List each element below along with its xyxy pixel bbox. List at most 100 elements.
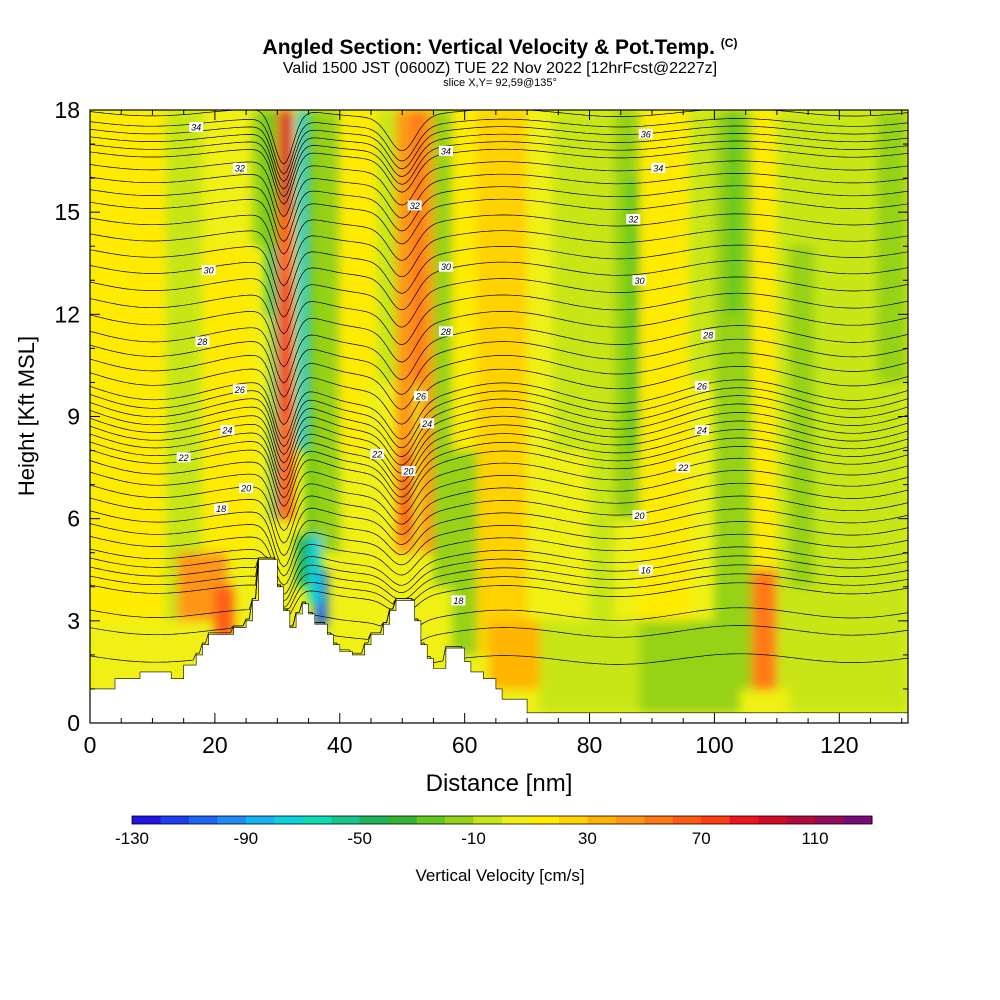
- theta-contour-line: [90, 133, 908, 190]
- contour-label-text: 28: [440, 327, 451, 337]
- theta-contour-line: [90, 521, 908, 577]
- theta-contour-line: [90, 325, 908, 384]
- theta-contour-line: [90, 352, 908, 412]
- colorbar-tick-label: -130: [115, 829, 149, 848]
- velocity-cell: [283, 280, 290, 417]
- velocity-cell: [433, 110, 453, 587]
- colorbar-swatch: [786, 816, 816, 824]
- velocity-cell: [789, 620, 908, 713]
- theta-contour-line: [90, 429, 908, 490]
- velocity-cell: [414, 110, 421, 383]
- velocity-cell: [402, 450, 409, 536]
- terrain: [90, 559, 908, 723]
- colorbar-tick-label: -50: [347, 829, 372, 848]
- contour-label-box: [232, 384, 247, 395]
- contour-label-box: [694, 425, 709, 436]
- contour-label-text: 34: [191, 123, 201, 133]
- contour-label: 24: [420, 418, 435, 429]
- chart-title-text: Angled Section: Vertical Velocity & Pot.…: [262, 36, 715, 59]
- contour-label-text: 26: [234, 385, 245, 395]
- contour-label-box: [651, 162, 666, 173]
- velocity-field: [90, 110, 908, 723]
- y-tick-label: 18: [54, 97, 80, 123]
- theta-contour-line: [90, 366, 908, 426]
- colorbar-swatch: [445, 816, 475, 824]
- y-tick-label: 9: [67, 404, 80, 430]
- colorbar-swatch: [672, 816, 702, 824]
- contour-label-text: 22: [178, 453, 189, 463]
- velocity-cell: [395, 110, 415, 553]
- contour-label: 32: [407, 200, 422, 211]
- contour-label: 28: [438, 326, 453, 337]
- theta-contour-line: [90, 557, 908, 665]
- contour-label: 34: [651, 162, 666, 173]
- theta-contour-line: [90, 437, 908, 499]
- contour-label: 20: [632, 510, 647, 521]
- colorbar: -130 -90 -50 -10 30 70 110: [115, 815, 873, 848]
- velocity-cell: [589, 110, 615, 655]
- contour-label-box: [420, 418, 435, 429]
- colorbar-swatch: [558, 816, 588, 824]
- theta-contour-line: [90, 276, 908, 335]
- contour-label-box: [438, 145, 453, 156]
- contour-label-text: 32: [410, 201, 420, 211]
- contour-label-text: 24: [696, 426, 707, 436]
- contour-label-box: [638, 564, 653, 575]
- contour-label: 30: [201, 265, 216, 276]
- colorbar-label: Vertical Velocity [cm/s]: [415, 866, 584, 885]
- velocity-cell: [751, 569, 777, 689]
- x-tick-label: 60: [452, 732, 478, 758]
- contour-label-box: [701, 329, 716, 340]
- contour-label: 26: [694, 380, 709, 391]
- contour-label: 26: [413, 391, 428, 402]
- theta-contour-line: [90, 508, 908, 568]
- contour-label: 26: [232, 384, 247, 395]
- colorbar-tick-label: 30: [578, 829, 597, 848]
- theta-contour-line: [90, 557, 908, 609]
- velocity-cell: [552, 110, 590, 451]
- colorbar-swatch: [217, 816, 247, 824]
- colorbar-swatch: [530, 816, 560, 824]
- contour-label-text: 24: [221, 426, 232, 436]
- theta-contour-line: [90, 555, 908, 602]
- contour-label-box: [370, 448, 385, 459]
- contour-label-box: [195, 336, 210, 347]
- contour-label-text: 20: [633, 511, 644, 521]
- contour-label-box: [413, 391, 428, 402]
- contour-label-box: [214, 503, 229, 514]
- contour-label-text: 34: [441, 146, 451, 156]
- contour-label: 30: [438, 261, 453, 272]
- y-tick-label: 0: [67, 710, 80, 736]
- colorbar-swatch: [331, 816, 361, 824]
- velocity-cell: [489, 620, 540, 689]
- x-tick-label: 100: [695, 732, 733, 758]
- colorbar-frame: [131, 815, 873, 825]
- contour-label-text: 30: [441, 262, 451, 272]
- velocity-cell: [420, 110, 434, 553]
- colorbar-swatch: [473, 816, 503, 824]
- contour-label: 18: [451, 595, 466, 606]
- y-axis-label: Height [Kft MSL]: [14, 336, 39, 496]
- x-axis-label: Distance [nm]: [426, 770, 573, 797]
- contour-label-text: 22: [677, 463, 688, 473]
- colorbar-swatch: [587, 816, 617, 824]
- x-tick-label: 40: [327, 732, 353, 758]
- contour-label: 34: [438, 145, 453, 156]
- contour-labels: 34 32 30 28 26 24 22 20 18 34 32 30 28 26 24 22 20 18 36 34…: [176, 122, 716, 606]
- colorbar-tick-label: -10: [461, 829, 486, 848]
- contour-label-box: [407, 200, 422, 211]
- x-tick-label: 120: [820, 732, 858, 758]
- contour-label-box: [694, 380, 709, 391]
- contour-label-box: [239, 483, 254, 494]
- contour-label-text: 32: [628, 214, 638, 224]
- contour-label-text: 28: [196, 337, 207, 347]
- contour-label-text: 30: [634, 276, 644, 286]
- colorbar-tick-label: 110: [802, 829, 829, 848]
- chart-title: Angled Section: Vertical Velocity & Pot.…: [0, 36, 1000, 60]
- contour-label-box: [438, 326, 453, 337]
- contour-label-box: [438, 261, 453, 272]
- contour-label-box: [220, 425, 235, 436]
- x-tick-label: 80: [577, 732, 603, 758]
- colorbar-swatch: [729, 816, 759, 824]
- contour-label: 36: [638, 128, 653, 139]
